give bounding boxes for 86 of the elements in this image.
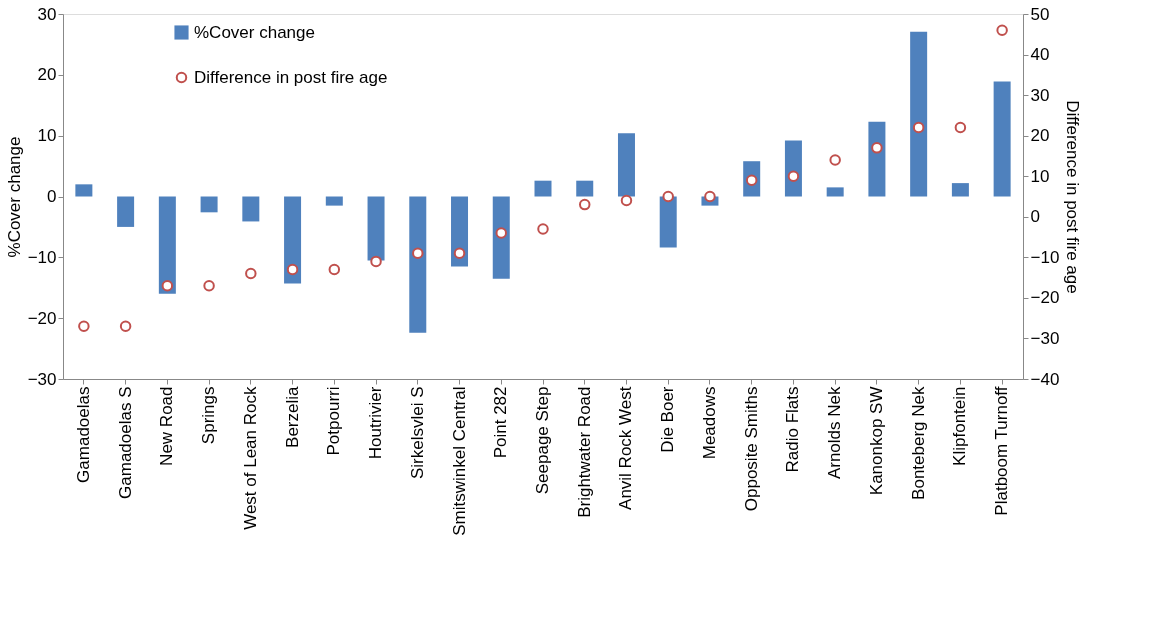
point [245, 267, 257, 280]
bar [75, 184, 93, 197]
x-tick-label: Gamadoelas S [115, 386, 135, 499]
bar [117, 196, 135, 227]
x-tick-label: Sirkelsvlei S [407, 386, 427, 480]
bar [659, 196, 677, 248]
x-tick-label: Anvil Rock West [616, 386, 636, 510]
bar [451, 196, 469, 267]
point [537, 223, 549, 235]
x-tick-label: Point 282 [491, 386, 511, 459]
point [620, 194, 633, 207]
x-tick-label: Potpourri [324, 386, 344, 456]
x-tick-label: Seepage Step [533, 386, 552, 495]
y2-tick-label: 10 [1030, 166, 1050, 186]
bar [200, 196, 218, 213]
x-tick-label: West of Lean Rock [240, 386, 260, 530]
point [495, 227, 507, 239]
x-tick-label: Gamadoelas [73, 386, 93, 483]
bar [158, 196, 176, 294]
bar [367, 196, 385, 261]
point [954, 121, 967, 134]
y-axis-title: %Cover change [4, 136, 24, 258]
point [704, 190, 716, 203]
point [203, 279, 215, 292]
y2-tick-label: 0 [1030, 207, 1040, 227]
x-tick-label: Smitswinkel Central [449, 386, 469, 536]
y2-tick-label: −20 [1030, 288, 1060, 308]
point [912, 121, 925, 134]
bar [993, 81, 1011, 197]
x-tick-label: Radio Flats [783, 386, 803, 473]
y-tick-label: −30 [27, 369, 57, 389]
point [161, 279, 174, 292]
point [119, 320, 132, 333]
y2-tick-label: 20 [1030, 126, 1050, 146]
point [328, 263, 341, 276]
y-tick-label: −10 [27, 247, 57, 267]
point [787, 170, 800, 182]
point [579, 198, 591, 211]
y2-tick-label: −10 [1030, 247, 1060, 267]
bar [492, 196, 510, 279]
y2-tick-label: 30 [1030, 85, 1050, 105]
legend-label: Difference in post fire age [194, 67, 388, 87]
x-tick-label: Houtrivier [366, 386, 386, 460]
x-tick-label: New Road [157, 386, 177, 466]
y-tick-label: 0 [47, 187, 57, 206]
point [453, 247, 466, 260]
x-tick-label: Springs [199, 386, 219, 445]
x-tick-label: Opposite Smiths [741, 386, 761, 512]
y2-tick-label: 40 [1030, 45, 1050, 65]
y2-axis-title: Difference in post fire age [1063, 100, 1083, 294]
bar [576, 180, 594, 197]
x-tick-label: Berzelia [282, 385, 302, 448]
bar [617, 133, 635, 197]
point [996, 24, 1008, 36]
y-tick-label: −20 [27, 308, 57, 328]
y2-tick-label: −40 [1030, 369, 1060, 389]
x-tick-label: Platboom Turnoff [992, 386, 1012, 516]
point [412, 247, 424, 260]
point [370, 255, 382, 268]
x-tick-label: Bonteberg Nek [908, 386, 928, 500]
bar [826, 187, 844, 197]
bar [534, 180, 552, 197]
bar [284, 196, 302, 284]
x-tick-label: Brightwater Road [574, 386, 594, 518]
bar [242, 196, 260, 222]
point [78, 320, 90, 333]
bar [868, 121, 886, 197]
x-tick-label: Kanonkop SW [866, 386, 886, 496]
bar [325, 196, 343, 206]
point [662, 190, 674, 203]
point [829, 154, 841, 166]
x-tick-label: Arnolds Nek [825, 386, 845, 480]
y-tick-label: 30 [37, 4, 57, 24]
x-tick-label: Die Boer [658, 386, 678, 453]
y-tick-label: 10 [37, 126, 57, 146]
bar [409, 196, 427, 333]
y-tick-label: 20 [37, 65, 57, 85]
x-tick-label: Meadows [699, 386, 719, 460]
point [871, 142, 883, 154]
y2-tick-label: 50 [1030, 4, 1050, 24]
x-tick-label: Klipfontein [950, 386, 970, 466]
bar [951, 183, 969, 197]
y2-tick-label: −30 [1030, 328, 1060, 348]
bar [910, 31, 928, 197]
point [286, 263, 299, 276]
legend-label: %Cover change [194, 22, 315, 42]
